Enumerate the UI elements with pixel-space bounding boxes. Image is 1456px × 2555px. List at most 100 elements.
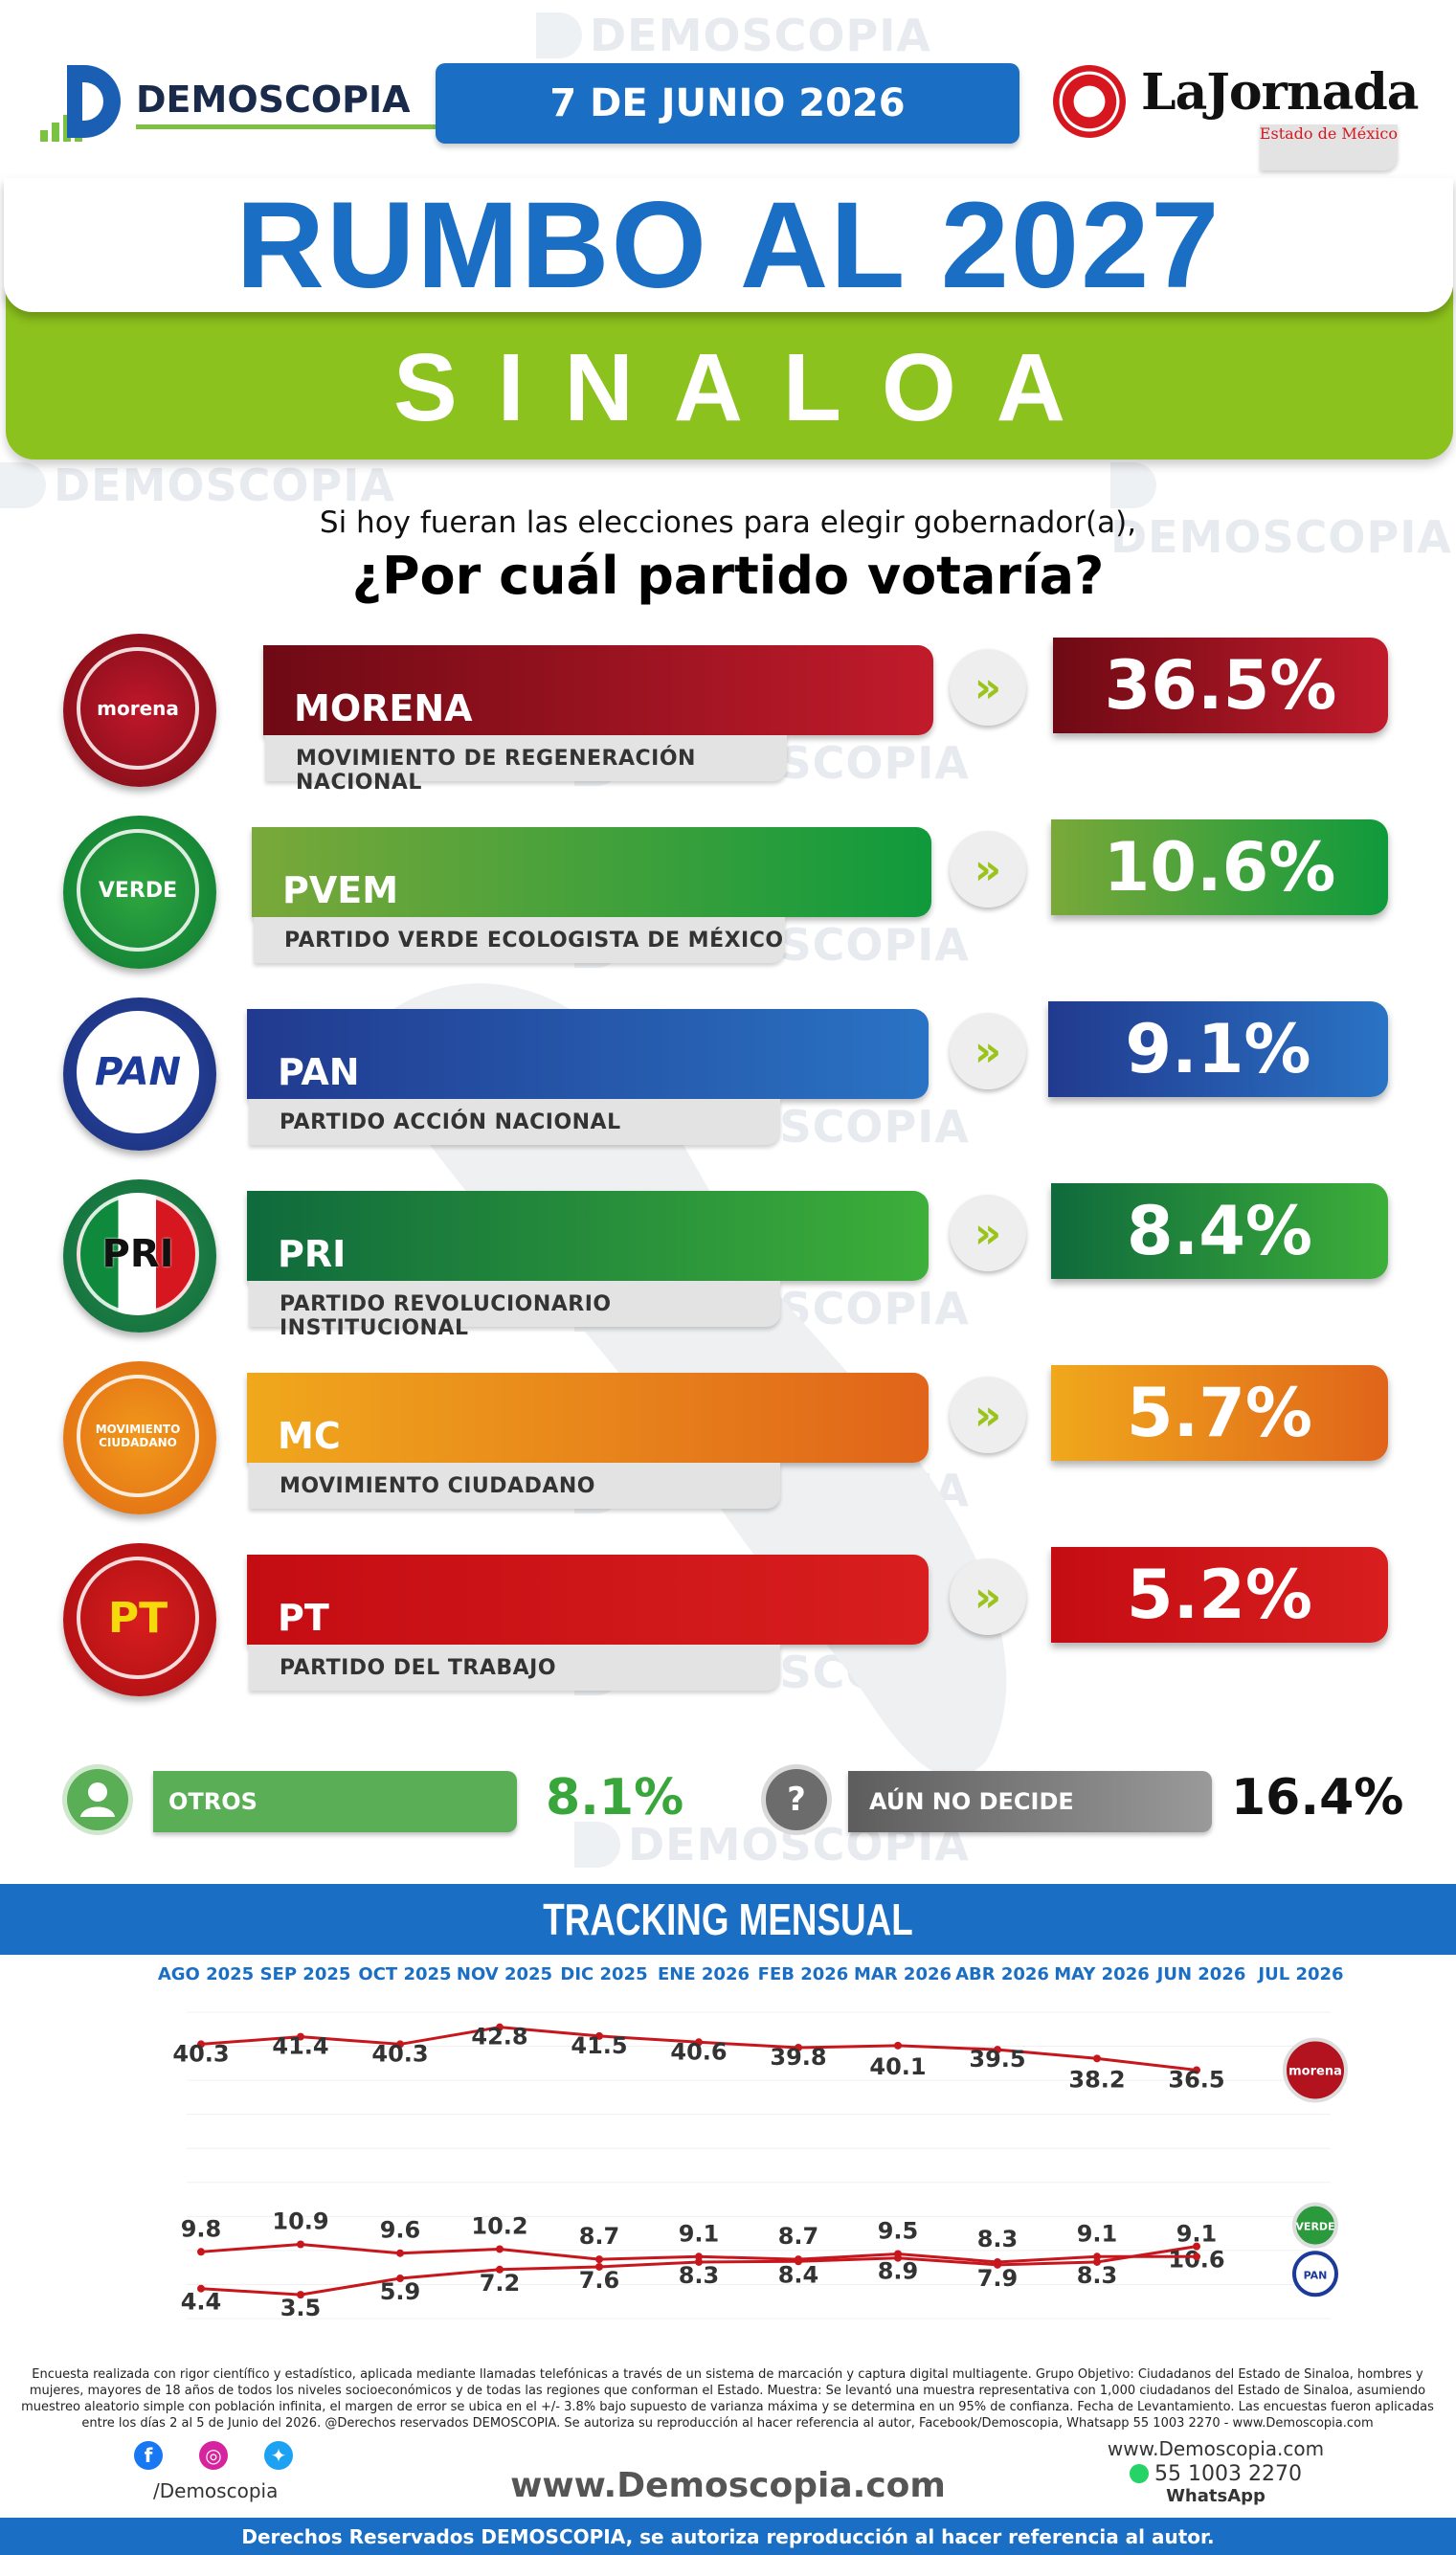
x-tick-label: SEP 2025 (260, 1964, 351, 1984)
data-label: 9.5 (878, 2217, 919, 2244)
title-card: RUMBO AL 2027 (4, 177, 1453, 314)
watermark: DEMOSCOPIA (1110, 459, 1456, 563)
data-point (396, 2275, 404, 2283)
data-point (595, 2262, 603, 2271)
data-label: 8.3 (1077, 2262, 1118, 2289)
party-bar: MC (247, 1373, 929, 1463)
party-percentage: 5.2% (1051, 1547, 1388, 1643)
data-label: 7.9 (977, 2265, 1019, 2292)
data-point (795, 2043, 802, 2051)
party-percentage: 8.4% (1051, 1183, 1388, 1279)
party-row-mc: MOVIMIENTO CIUDADANO MC MOVIMIENTO CIUDA… (0, 1361, 1456, 1524)
x-tick-label: NOV 2025 (457, 1964, 552, 1984)
data-label: 5.9 (380, 2278, 421, 2305)
chevrons-right-icon: » (950, 649, 1026, 726)
state-band (6, 287, 1453, 459)
series-end-label: PAN (1304, 2269, 1328, 2281)
social-handle: /Demoscopia (153, 2479, 279, 2502)
data-label: 10.2 (471, 2212, 527, 2239)
watermark: DEMOSCOPIA (536, 10, 931, 61)
x-tick-label: MAR 2026 (854, 1964, 952, 1984)
undecided-percentage: 16.4% (1231, 1769, 1404, 1827)
data-label: 3.5 (280, 2295, 322, 2321)
twitter-icon[interactable]: ✦ (264, 2441, 293, 2470)
chevrons-right-icon: » (950, 1558, 1026, 1635)
others-bar (153, 1771, 517, 1832)
data-label: 8.7 (579, 2223, 620, 2250)
question-icon: ? (766, 1769, 827, 1830)
x-tick-label: FEB 2026 (758, 1964, 849, 1984)
data-label: 8.3 (679, 2262, 720, 2289)
data-point (297, 2032, 304, 2041)
whatsapp-icon (1130, 2464, 1150, 2483)
undecided-bar (848, 1771, 1212, 1832)
x-tick-label: ENE 2026 (658, 1964, 750, 1984)
person-icon (67, 1769, 128, 1830)
party-row-morena: morena MORENA MOVIMIENTO DE REGENERACIÓN… (0, 634, 1456, 796)
data-point (894, 2250, 902, 2258)
data-point (197, 2284, 205, 2293)
pri-logo: PRI (63, 1179, 216, 1333)
data-label: 10.9 (272, 2208, 328, 2234)
data-label: 40.1 (869, 2053, 926, 2080)
question-intro: Si hoy fueran las elecciones para elegir… (319, 505, 1137, 540)
data-point (197, 2248, 205, 2256)
series-end-badge (1292, 2251, 1338, 2297)
x-tick-label: DIC 2025 (560, 1964, 647, 1984)
party-bar: PT (247, 1555, 929, 1645)
contact-website[interactable]: www.Demoscopia.com (1107, 2437, 1325, 2460)
facebook-icon[interactable]: f (134, 2441, 163, 2470)
data-label: 39.5 (969, 2046, 1025, 2073)
state-name: SINALOA (393, 333, 1106, 441)
party-bar: MORENA (263, 645, 933, 735)
mc-logo: MOVIMIENTO CIUDADANO (63, 1361, 216, 1514)
la-jornada-logo: LaJornada Estado de México (1053, 61, 1419, 170)
website-link[interactable]: www.Demoscopia.com (510, 2466, 946, 2505)
tracking-title: TRACKING MENSUAL (0, 1884, 1456, 1955)
data-label: 41.4 (272, 2033, 328, 2060)
social-links: f ◎ ✦ (134, 2441, 383, 2518)
copyright-bar: Derechos Reservados DEMOSCOPIA, se autor… (0, 2518, 1456, 2555)
data-label: 8.3 (977, 2226, 1019, 2252)
data-point (297, 2240, 304, 2249)
party-bar: PRI (247, 1191, 929, 1281)
party-bar: PAN (247, 1009, 929, 1099)
pan-logo: PAN (63, 997, 216, 1151)
contact-block: www.Demoscopia.com 55 1003 2270 WhatsApp (1072, 2437, 1359, 2506)
others-label: OTROS (168, 1788, 258, 1815)
party-row-pvem: VERDE PVEM PARTIDO VERDE ECOLOGISTA DE M… (0, 816, 1456, 978)
instagram-icon[interactable]: ◎ (199, 2441, 228, 2470)
series-end-badge (1283, 2037, 1348, 2103)
data-point (1093, 2257, 1101, 2266)
data-label: 39.8 (770, 2044, 826, 2071)
watermark: DEMOSCOPIA (0, 459, 395, 511)
party-percentage: 9.1% (1048, 1001, 1388, 1097)
data-label: 38.2 (1068, 2066, 1125, 2093)
party-percentage: 10.6% (1051, 819, 1388, 915)
whatsapp-label: WhatsApp (1166, 2486, 1266, 2506)
chevrons-right-icon: » (950, 831, 1026, 908)
data-point (1193, 2252, 1200, 2261)
party-fullname: MOVIMIENTO CIUDADANO (249, 1463, 780, 1509)
question-main: ¿Por cuál partido votaría? (351, 546, 1105, 606)
data-label: 36.5 (1168, 2066, 1224, 2093)
tracking-chart: AGO 2025 SEP 2025 OCT 2025 NOV 2025 DIC 2025… (158, 1964, 1348, 2321)
methodology-note: Encuesta realizada con rigor científico … (21, 2367, 1434, 2431)
verde-logo: VERDE (63, 816, 216, 969)
data-point (595, 2255, 603, 2264)
party-bar: PVEM (252, 827, 931, 917)
x-tick-label: JUL 2026 (1256, 1964, 1343, 1984)
party-percentage: 5.7% (1051, 1365, 1388, 1461)
data-point (396, 2249, 404, 2257)
data-label: 8.9 (878, 2258, 919, 2285)
chevrons-right-icon: » (950, 1013, 1026, 1089)
data-point (695, 2252, 703, 2261)
data-point (496, 2023, 504, 2031)
data-point (396, 2040, 404, 2049)
data-label: 7.6 (579, 2267, 620, 2294)
data-point (1093, 2054, 1101, 2063)
data-label: 9.1 (1176, 2220, 1218, 2247)
data-label: 41.5 (571, 2032, 627, 2059)
others-percentage: 8.1% (546, 1769, 684, 1827)
data-label: 40.3 (172, 2040, 229, 2067)
